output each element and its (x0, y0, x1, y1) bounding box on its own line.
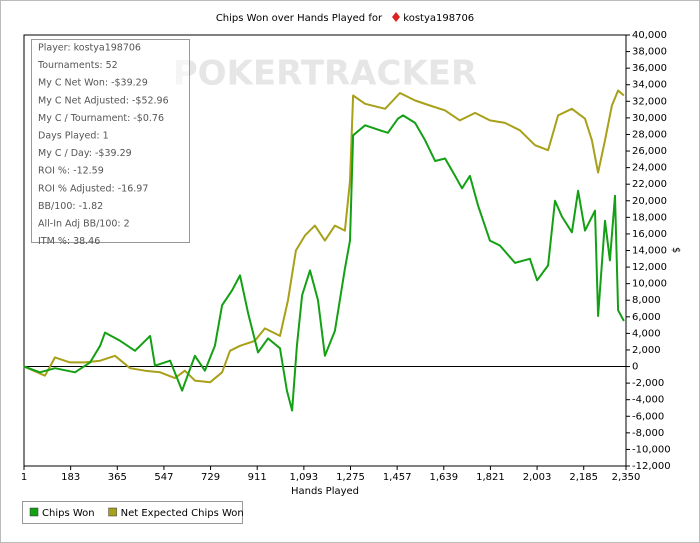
legend-swatch (108, 507, 117, 517)
y-tick-label: 30,000 (632, 113, 667, 124)
y-tick-label: 6,000 (632, 312, 661, 323)
x-tick-label: 911 (248, 472, 267, 483)
stats-line: All-In Adj BB/100: 2 (38, 219, 130, 230)
stats-line: Days Played: 1 (38, 131, 109, 142)
y-tick-label: -8,000 (632, 428, 664, 439)
x-tick-label: 1 (21, 472, 27, 483)
y-tick-label: -4,000 (632, 395, 664, 406)
chart-title: Chips Won over Hands Played for kostya19… (216, 13, 474, 24)
x-tick-label: 2,185 (569, 472, 598, 483)
y-tick-label: -10,000 (632, 444, 671, 455)
y-tick-label: 20,000 (632, 196, 667, 207)
x-tick-label: 183 (61, 472, 80, 483)
x-axis-label: Hands Played (291, 486, 359, 497)
y-tick-label: 12,000 (632, 262, 667, 273)
stats-line: ITM %: 38.46 (38, 236, 100, 247)
x-tick-label: 365 (108, 472, 127, 483)
legend-swatch (29, 507, 39, 517)
y-tick-label: -12,000 (632, 461, 671, 472)
stats-line: My C Net Won: -$39.29 (38, 78, 148, 89)
y-tick-label: 18,000 (632, 212, 667, 223)
y-tick-label: 36,000 (632, 63, 667, 74)
title-text: Chips Won over Hands Played for (216, 13, 383, 24)
x-tick-label: 1,093 (290, 472, 319, 483)
series-line (23, 89, 625, 384)
y-tick-label: 40,000 (632, 30, 667, 41)
watermark: POKERTRACKER (173, 54, 477, 94)
stats-line: ROI % Adjusted: -16.97 (38, 183, 148, 194)
y-tick-label: 2,000 (632, 345, 661, 356)
y-axis-label: $ (670, 247, 681, 253)
legend-label: Net Expected Chips Won (121, 508, 244, 519)
x-tick-label: 729 (201, 472, 220, 483)
y-tick-label: 14,000 (632, 246, 667, 257)
stats-line: ROI %: -12.59 (38, 166, 104, 177)
y-tick-label: -6,000 (632, 411, 664, 422)
x-tick-label: 1,821 (476, 472, 505, 483)
y-tick-label: 26,000 (632, 146, 667, 157)
y-tick-label: 28,000 (632, 129, 667, 140)
title-player: kostya198706 (403, 13, 474, 24)
y-tick-label: 34,000 (632, 80, 667, 91)
y-tick-label: 8,000 (632, 295, 661, 306)
x-tick-label: 2,003 (523, 472, 552, 483)
stats-line: BB/100: -1.82 (38, 201, 103, 212)
y-tick-label: 24,000 (632, 163, 667, 174)
stats-line: My C Net Adjusted: -$52.96 (38, 95, 169, 106)
stats-box (31, 39, 190, 243)
x-tick-label: 1,457 (383, 472, 412, 483)
stats-line: Player: kostya198706 (38, 43, 141, 54)
legend-label: Chips Won (42, 508, 95, 519)
y-tick-label: 38,000 (632, 47, 667, 58)
player-icon (392, 12, 400, 22)
y-tick-label: 10,000 (632, 279, 667, 290)
y-tick-label: -2,000 (632, 378, 664, 389)
x-tick-label: 2,350 (612, 472, 641, 483)
y-tick-label: 32,000 (632, 96, 667, 107)
x-tick-label: 1,275 (336, 472, 365, 483)
series-line (23, 114, 625, 412)
y-tick-label: 22,000 (632, 179, 667, 190)
stats-line: My C / Tournament: -$0.76 (38, 113, 164, 124)
legend (22, 501, 243, 524)
y-tick-label: 0 (632, 362, 638, 373)
x-tick-label: 547 (154, 472, 173, 483)
stats-line: My C / Day: -$39.29 (38, 148, 132, 159)
stats-line: Tournaments: 52 (37, 60, 118, 71)
x-tick-label: 1,639 (429, 472, 458, 483)
y-tick-label: 16,000 (632, 229, 667, 240)
y-tick-label: 4,000 (632, 328, 661, 339)
